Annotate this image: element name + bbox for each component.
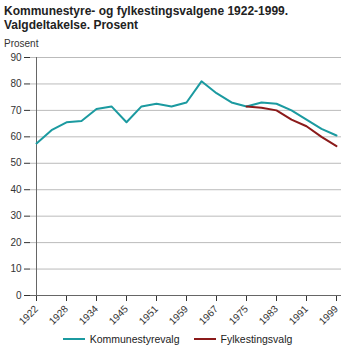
- svg-text:0: 0: [16, 290, 22, 301]
- svg-text:80: 80: [10, 78, 22, 89]
- html-text:Valgdeltakelse. Prosent: Valgdeltakelse. Prosent: [4, 18, 139, 32]
- html-text:Kommunestyrevalg: Kommunestyrevalg: [89, 333, 180, 345]
- svg-text:40: 40: [10, 184, 22, 195]
- svg-text:30: 30: [10, 210, 22, 221]
- html-text:Prosent: Prosent: [4, 38, 39, 49]
- html-text:Kommunestyre- og fylkestingsva: Kommunestyre- og fylkestingsvalgene 1922…: [4, 4, 289, 18]
- svg-text:1922: 1922: [17, 303, 41, 327]
- svg-text:1999: 1999: [317, 303, 341, 327]
- svg-text:1959: 1959: [167, 303, 191, 327]
- svg-text:1928: 1928: [47, 303, 71, 327]
- svg-text:1945: 1945: [107, 303, 131, 327]
- svg-text:1975: 1975: [227, 303, 251, 327]
- svg-text:1991: 1991: [287, 303, 311, 327]
- svg-text:60: 60: [10, 131, 22, 142]
- svg-text:90: 90: [10, 52, 22, 63]
- svg-text:1951: 1951: [137, 303, 161, 327]
- svg-text:1983: 1983: [257, 303, 281, 327]
- svg-text:50: 50: [10, 157, 22, 168]
- svg-text:20: 20: [10, 237, 22, 248]
- html-text:Fylkestingsvalg: Fylkestingsvalg: [220, 333, 293, 345]
- svg-text:70: 70: [10, 105, 22, 116]
- svg-text:1967: 1967: [197, 303, 221, 327]
- svg-text:10: 10: [10, 263, 22, 274]
- svg-text:1934: 1934: [77, 303, 101, 327]
